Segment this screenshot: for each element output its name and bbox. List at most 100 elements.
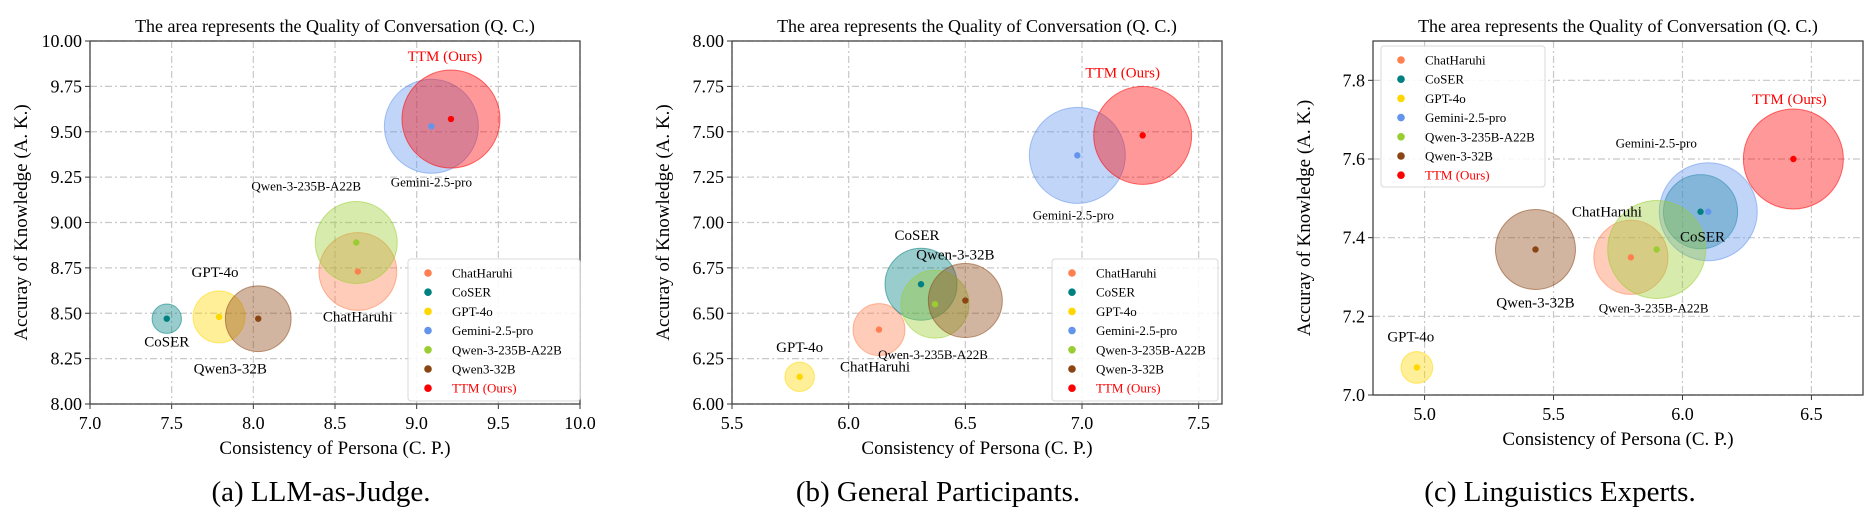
x-tick-label: 6.0 (1671, 404, 1694, 424)
y-tick-label: 8.00 (51, 394, 83, 414)
legend-box (407, 258, 581, 402)
x-tick-label: 6.5 (1800, 404, 1823, 424)
chart-title: The area represents the Quality of Conve… (135, 16, 535, 37)
chart-title: The area represents the Quality of Conve… (777, 16, 1177, 37)
legend-label: CoSER (452, 285, 491, 300)
point-label: GPT-4o (776, 340, 823, 356)
legend-label: ChatHaruhi (1425, 53, 1486, 68)
point-qwen-3-235b-a22b (1653, 246, 1660, 253)
point-gemini-2-5-pro (1705, 208, 1712, 215)
y-tick-label: 7.6 (1343, 149, 1366, 169)
point-label: Qwen-3-235B-A22B (1599, 300, 1709, 315)
legend-label: CoSER (1425, 72, 1464, 87)
legend-marker (1068, 288, 1076, 297)
point-label: TTM (Ours) (1085, 65, 1160, 81)
point-gemini-2-5-pro (1074, 152, 1081, 159)
x-tick-label: 7.5 (1187, 413, 1210, 433)
y-axis-label: Accuray of Knowledge (A. K.) (1294, 100, 1315, 336)
x-axis-label: Consistency of Persona (C. P.) (861, 438, 1092, 459)
x-tick-label: 9.5 (487, 413, 510, 433)
x-tick-label: 8.5 (324, 413, 347, 433)
point-chatharuhi (1627, 254, 1635, 261)
y-tick-label: 9.25 (51, 167, 83, 187)
x-tick-label: 8.0 (242, 413, 265, 433)
caption-b: (b) General Participants. (795, 476, 1081, 508)
point-label: Qwen-3-235B-A22B (251, 178, 361, 193)
x-tick-label: 6.5 (954, 413, 977, 433)
x-tick-label: 5.5 (721, 413, 744, 433)
point-label: ChatHaruhi (840, 360, 910, 376)
legend-label: TTM (Ours) (452, 381, 517, 396)
caption-a: (a) LLM-as-Judge. (211, 476, 431, 508)
x-tick-label: 6.0 (837, 413, 860, 433)
legend-marker (424, 288, 432, 297)
legend-marker (1397, 56, 1405, 64)
y-tick-label: 7.4 (1343, 228, 1366, 248)
y-tick-label: 7.2 (1343, 306, 1366, 326)
y-tick-label: 8.00 (693, 31, 725, 51)
point-gpt-4o (215, 313, 223, 321)
legend-marker (424, 365, 432, 373)
point-label: TTM (Ours) (1752, 92, 1827, 108)
x-tick-label: 5.0 (1413, 404, 1436, 424)
point-ttm-ours- (1139, 132, 1146, 139)
y-tick-label: 7.8 (1343, 70, 1366, 90)
legend-marker (1397, 94, 1405, 103)
point-label: GPT-4o (1387, 329, 1434, 345)
point-label: CoSER (894, 228, 939, 244)
plot-frame (89, 40, 581, 405)
point-label: Qwen-3-235B-A22B (878, 347, 988, 362)
point-label: ChatHaruhi (323, 310, 393, 326)
y-tick-label: 6.00 (693, 394, 725, 414)
chart-b: 5.5 6.0 6.5 7.0 7.5 6.00 6.25 6.50 6.75 7.00 7.25 7… (653, 16, 1223, 459)
point-label: Qwen3-32B (194, 362, 267, 378)
legend-marker (1068, 346, 1076, 354)
legend-label: TTM (Ours) (1096, 381, 1161, 396)
point-label: Gemini-2.5-pro (1033, 207, 1114, 222)
legend-marker (1068, 269, 1076, 277)
caption-c: (c) Linguistics Experts. (1424, 476, 1696, 508)
y-tick-label: 6.50 (693, 303, 725, 323)
point-gpt-4o (1413, 364, 1421, 371)
legend-box (1380, 45, 1546, 188)
legend-label: GPT-4o (1096, 304, 1137, 319)
point-label: Qwen-3-32B (1496, 295, 1574, 311)
plot-frame (731, 40, 1223, 405)
y-tick-label: 9.00 (51, 213, 83, 233)
x-tick-label: 10.0 (564, 413, 596, 433)
point-qwen-3-235b-a22b (353, 239, 360, 246)
legend-box (1051, 258, 1219, 402)
y-tick-label: 7.00 (693, 213, 725, 233)
legend-marker (424, 346, 432, 354)
point-qwen-3-32b (962, 297, 969, 304)
x-tick-label: 7.0 (1071, 413, 1094, 433)
legend-label: Gemini-2.5-pro (1096, 323, 1177, 338)
legend-label: CoSER (1096, 285, 1135, 300)
y-tick-label: 9.50 (51, 122, 83, 142)
point-qwen-3-235b-a22b (931, 300, 939, 308)
legend-marker (1397, 171, 1405, 179)
point-coser (917, 281, 925, 288)
chart-title: The area represents the Quality of Conve… (1418, 16, 1818, 37)
plot-frame (1372, 40, 1864, 396)
legend-marker (424, 269, 432, 277)
legend-label: Gemini-2.5-pro (452, 323, 533, 338)
legend-marker (1068, 326, 1076, 335)
y-tick-label: 7.25 (693, 167, 725, 187)
point-coser (163, 315, 170, 322)
x-axis-label: Consistency of Persona (C. P.) (1502, 429, 1733, 450)
legend-marker (1068, 365, 1076, 373)
y-tick-label: 10.00 (42, 31, 83, 51)
legend: ChatHaruhi CoSER GPT-4o Gemini-2.5-pro Qwen-… (1051, 258, 1219, 402)
y-tick-label: 7.50 (693, 122, 725, 142)
legend-marker (424, 326, 432, 335)
y-tick-label: 9.75 (51, 76, 83, 96)
point-label: Gemini-2.5-pro (391, 174, 472, 189)
legend-label: GPT-4o (452, 304, 493, 319)
x-tick-label: 7.0 (79, 413, 102, 433)
point-ttm-ours- (1790, 155, 1797, 163)
point-label: GPT-4o (192, 265, 239, 281)
legend: ChatHaruhi CoSER GPT-4o Gemini-2.5-pro Qwen-… (407, 258, 581, 402)
legend-label: Qwen-3-235B-A22B (452, 342, 562, 357)
